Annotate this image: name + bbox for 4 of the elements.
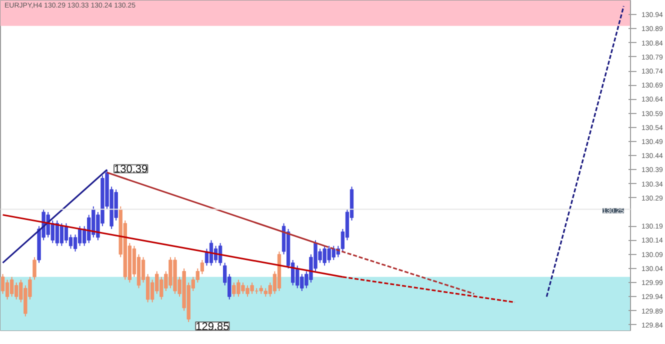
- candlestick: [0, 274, 5, 294]
- candlestick: [32, 256, 36, 280]
- candlestick: [209, 240, 214, 266]
- candlestick: [5, 279, 10, 300]
